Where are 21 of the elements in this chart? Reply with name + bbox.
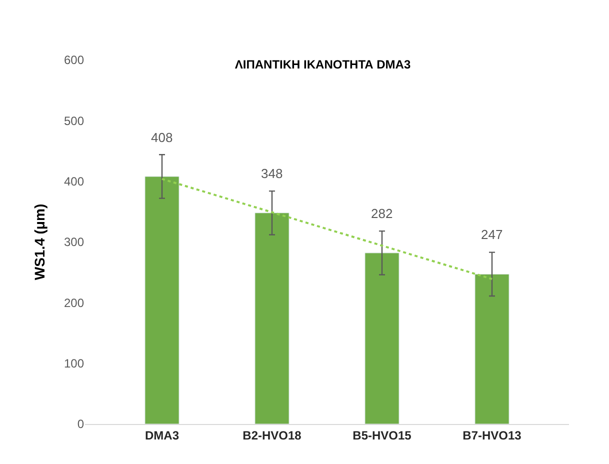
data-label: 247 <box>481 227 503 242</box>
x-tick-label: B5-HVO15 <box>352 428 412 442</box>
y-tick-label: 500 <box>64 114 84 128</box>
y-tick-label: 600 <box>64 53 84 68</box>
y-axis-title: WS1.4 (μm) <box>32 204 48 280</box>
bar <box>144 176 180 424</box>
data-label: 408 <box>151 130 173 145</box>
y-tick-label: 100 <box>64 356 84 371</box>
y-tick-label: 0 <box>77 417 84 432</box>
chart-title: ΛΙΠΑΝΤΙΚΗ ΙΚΑΝΟΤΗΤΑ DMA3 <box>234 58 411 72</box>
y-tick-label: 200 <box>64 296 84 310</box>
x-tick-label: B7-HVO13 <box>462 428 522 442</box>
y-tick-label: 300 <box>64 235 84 250</box>
x-tick-label: DMA3 <box>144 428 180 442</box>
data-label: 282 <box>371 206 393 221</box>
y-tick-label: 400 <box>64 174 84 189</box>
x-tick-label: B2-HVO18 <box>242 428 302 442</box>
bar <box>254 212 290 424</box>
data-label: 348 <box>261 166 283 181</box>
bar <box>364 252 400 424</box>
bar <box>474 274 510 424</box>
